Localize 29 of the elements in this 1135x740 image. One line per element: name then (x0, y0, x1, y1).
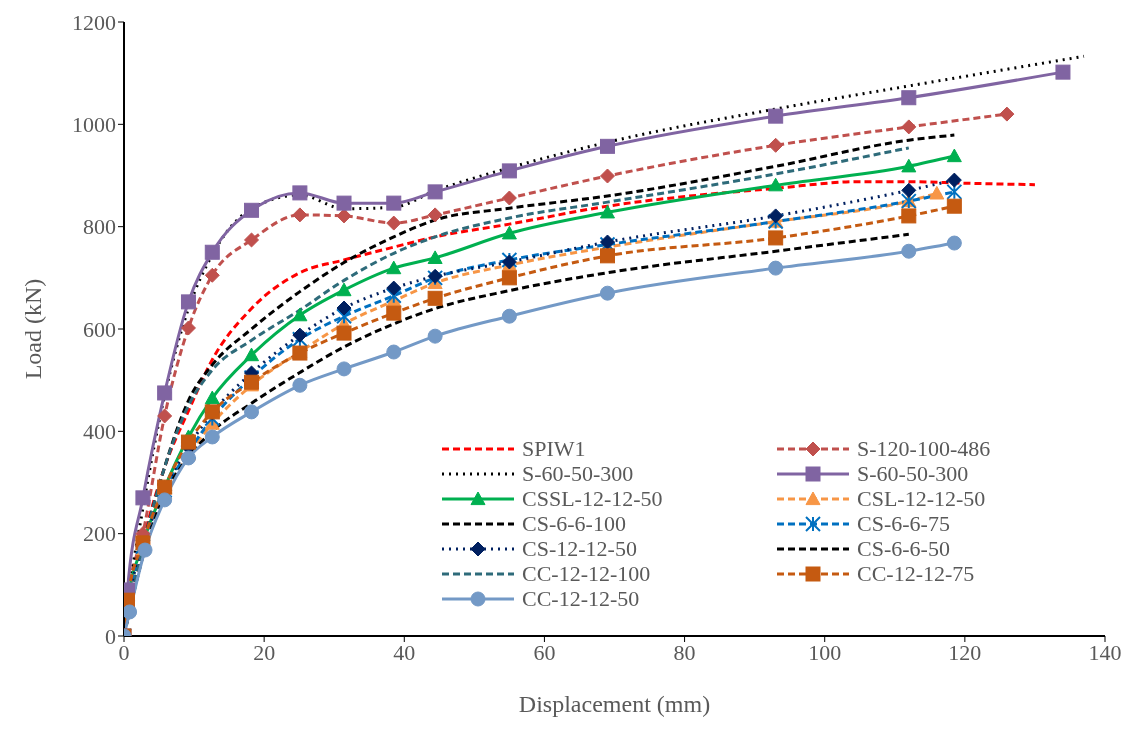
y-tick-label: 1200 (72, 9, 116, 35)
legend-label: CC-12-12-100 (522, 560, 651, 587)
legend-label: CS-12-12-50 (522, 535, 637, 562)
y-tick-label: 200 (83, 521, 116, 547)
legend-label: CC-12-12-75 (857, 560, 975, 587)
x-tick-label: 120 (948, 639, 982, 665)
y-tick-label: 400 (83, 419, 116, 445)
y-axis-title: Load (kN) (19, 278, 46, 380)
y-tick-label: 0 (105, 623, 116, 649)
legend-label: CC-12-12-50 (522, 585, 640, 612)
y-tick-label: 600 (83, 316, 116, 342)
y-tick-label: 800 (83, 214, 116, 240)
x-tick-label: 80 (673, 639, 696, 665)
legend-label: S-120-100-486 (857, 435, 991, 462)
legend-label: CS-6-6-50 (857, 535, 950, 562)
legend-label: CS-6-6-100 (522, 510, 626, 537)
x-tick-label: 60 (533, 639, 556, 665)
x-axis-title: Displacement (mm) (518, 691, 711, 717)
x-tick-label: 40 (393, 639, 416, 665)
legend-label: CSSL-12-12-50 (522, 485, 663, 512)
legend-label: CSL-12-12-50 (857, 485, 986, 512)
legend-label: S-60-50-300 (522, 460, 634, 487)
x-tick-label: 100 (808, 639, 842, 665)
y-tick-label: 1000 (72, 112, 116, 138)
x-tick-label: 20 (253, 639, 276, 665)
legend-label: S-60-50-300 (857, 460, 969, 487)
legend-label: SPIW1 (522, 435, 586, 462)
x-tick-label: 140 (1088, 639, 1122, 665)
legend-label: CS-6-6-75 (857, 510, 950, 537)
